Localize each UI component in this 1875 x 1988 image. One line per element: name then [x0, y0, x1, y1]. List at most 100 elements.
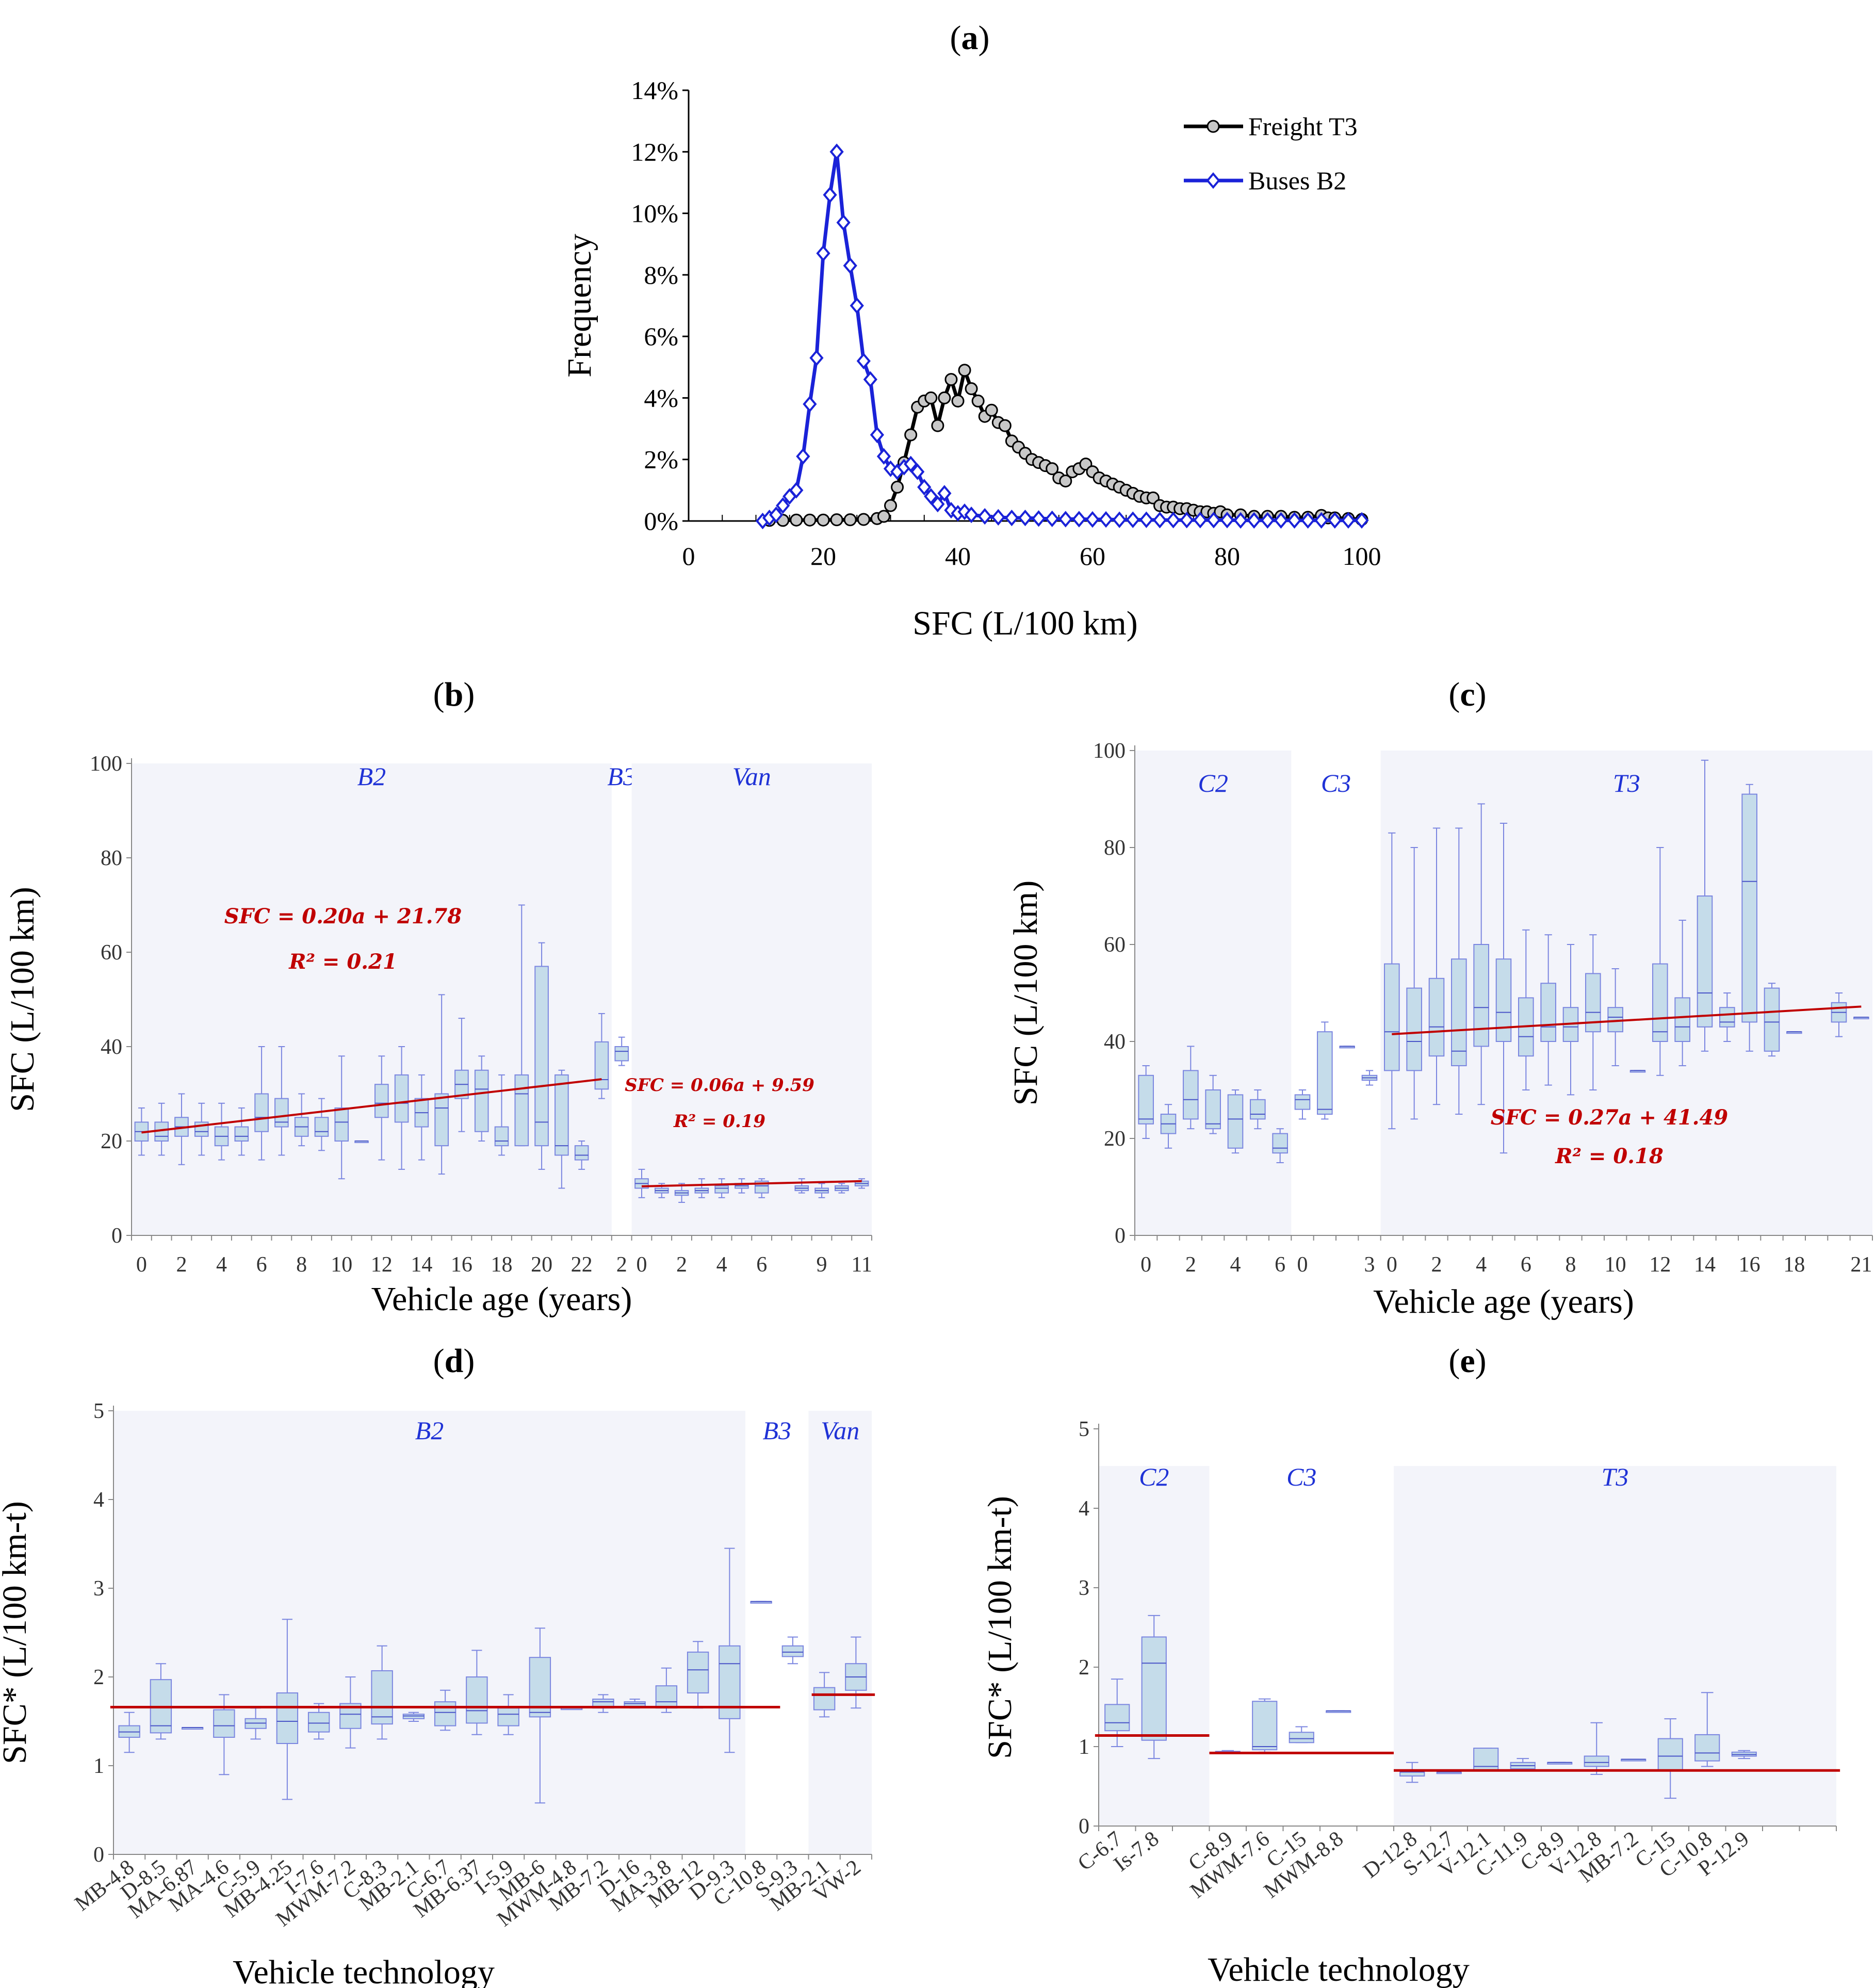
group-label-c2: C2	[1139, 1462, 1169, 1491]
y-tick-label: 40	[101, 1035, 122, 1059]
data-point-freight-t3	[1059, 474, 1072, 487]
box-iqr	[234, 1126, 249, 1142]
panel-letter-e-wrapper: (e)	[1448, 1342, 1486, 1380]
box-iqr	[254, 1093, 269, 1132]
y-tick-label: 60	[101, 941, 122, 965]
x-tick-label: 10	[1605, 1253, 1626, 1277]
x-tick-label: 18	[1783, 1253, 1805, 1277]
data-point-buses-b2	[843, 257, 857, 274]
box-iqr	[655, 1685, 678, 1709]
box-iqr	[594, 1041, 609, 1090]
data-point-buses-b2	[776, 497, 790, 514]
y-axis-title: SFC (L/100 km)	[4, 887, 41, 1112]
y-tick-label: 60	[1104, 933, 1126, 957]
trendline	[141, 1078, 602, 1134]
trendline	[641, 1180, 862, 1187]
paren-open: (	[433, 676, 445, 713]
data-point-buses-b2	[917, 479, 932, 496]
y-tick-label: 8%	[644, 260, 678, 289]
series-line-buses-b2	[762, 151, 1362, 523]
data-point-freight-t3	[891, 480, 904, 494]
paren-close: )	[1475, 676, 1487, 713]
y-tick-label: 6%	[644, 322, 678, 351]
y-tick-label: 4	[93, 1488, 104, 1512]
legend-marker-freight-t3	[1206, 120, 1220, 133]
x-tick-label: 6	[1275, 1253, 1285, 1277]
data-point-buses-b2	[1287, 512, 1302, 529]
x-tick-label: 80	[1214, 542, 1240, 571]
x-tick-label: 20	[531, 1253, 552, 1277]
box-iqr	[1741, 793, 1757, 1023]
trend-equation: SFC = 0.06a + 9.59	[625, 1075, 814, 1096]
x-tick-label: 6	[256, 1253, 267, 1277]
x-tick-label: 2	[1185, 1253, 1196, 1277]
data-point-freight-t3	[857, 513, 870, 526]
panel-letter-b-wrapper: (b)	[433, 676, 475, 713]
box-iqr	[1473, 1748, 1499, 1771]
legend-marker-buses-b2	[1206, 172, 1220, 189]
y-tick-label: 100	[90, 752, 122, 776]
data-point-buses-b2	[769, 506, 784, 524]
paren-close: )	[463, 676, 475, 713]
data-point-freight-t3	[904, 428, 918, 442]
group-background-b2	[113, 1411, 745, 1854]
group-label-van: Van	[732, 762, 771, 791]
y-tick-label: 40	[1104, 1030, 1126, 1054]
panel-letter-c-wrapper: (c)	[1448, 676, 1486, 713]
box-iqr	[687, 1651, 709, 1693]
box-iqr	[1250, 1099, 1266, 1120]
y-tick-label: 1	[1079, 1735, 1089, 1759]
box-iqr	[394, 1074, 409, 1123]
box-iqr	[1495, 958, 1512, 1042]
x-axis-title: SFC (L/100 km)	[912, 605, 1137, 642]
data-point-buses-b2	[1300, 512, 1315, 529]
paren-open: (	[1448, 1342, 1460, 1380]
panel-label-c: c	[1460, 676, 1475, 713]
data-point-freight-t3	[998, 419, 1012, 432]
x-tick-label: 12	[1649, 1253, 1671, 1277]
box-iqr	[1317, 1031, 1333, 1115]
group-background-van	[631, 763, 872, 1235]
data-point-freight-t3	[971, 394, 985, 408]
x-tick-label: 22	[571, 1253, 593, 1277]
panel-label-e: e	[1460, 1342, 1475, 1380]
y-tick-label: 0	[1079, 1815, 1089, 1838]
x-tick-label: 2	[616, 1253, 627, 1277]
y-tick-label: 0	[1115, 1224, 1126, 1248]
y-tick-label: 1	[93, 1754, 104, 1778]
data-point-buses-b2	[1180, 512, 1194, 529]
box-iqr	[1764, 987, 1780, 1052]
data-point-buses-b2	[1139, 511, 1154, 528]
box-iqr	[1473, 944, 1489, 1047]
data-point-freight-t3	[877, 510, 890, 523]
x-tick-label: 3	[1364, 1253, 1375, 1277]
box-iqr	[781, 1645, 804, 1657]
y-tick-label: 14%	[631, 76, 678, 105]
box-iqr	[1272, 1133, 1288, 1154]
box-iqr	[213, 1709, 235, 1738]
data-point-buses-b2	[1018, 509, 1033, 527]
data-point-buses-b2	[1045, 510, 1059, 527]
group-label-c3: C3	[1286, 1462, 1316, 1491]
x-tick-label: 14	[411, 1253, 432, 1277]
data-point-freight-t3	[985, 403, 998, 417]
x-tick-label: 11	[851, 1253, 872, 1277]
data-point-freight-t3	[924, 391, 938, 404]
legend-label: Freight T3	[1248, 112, 1358, 141]
x-tick-label: 4	[716, 1253, 727, 1277]
data-point-buses-b2	[796, 448, 810, 465]
data-point-buses-b2	[856, 352, 871, 369]
box-iqr	[494, 1126, 509, 1147]
box-iqr	[1694, 1734, 1720, 1762]
y-tick-label: 3	[1079, 1576, 1089, 1600]
data-point-buses-b2	[1341, 512, 1356, 529]
y-tick-label: 3	[93, 1577, 104, 1601]
box-iqr	[374, 1084, 389, 1118]
x-tick-label: 8	[1566, 1253, 1576, 1277]
x-tick-label: 16	[1739, 1253, 1760, 1277]
data-point-buses-b2	[991, 509, 1005, 526]
data-point-buses-b2	[931, 496, 945, 513]
trendline	[1392, 1005, 1862, 1035]
